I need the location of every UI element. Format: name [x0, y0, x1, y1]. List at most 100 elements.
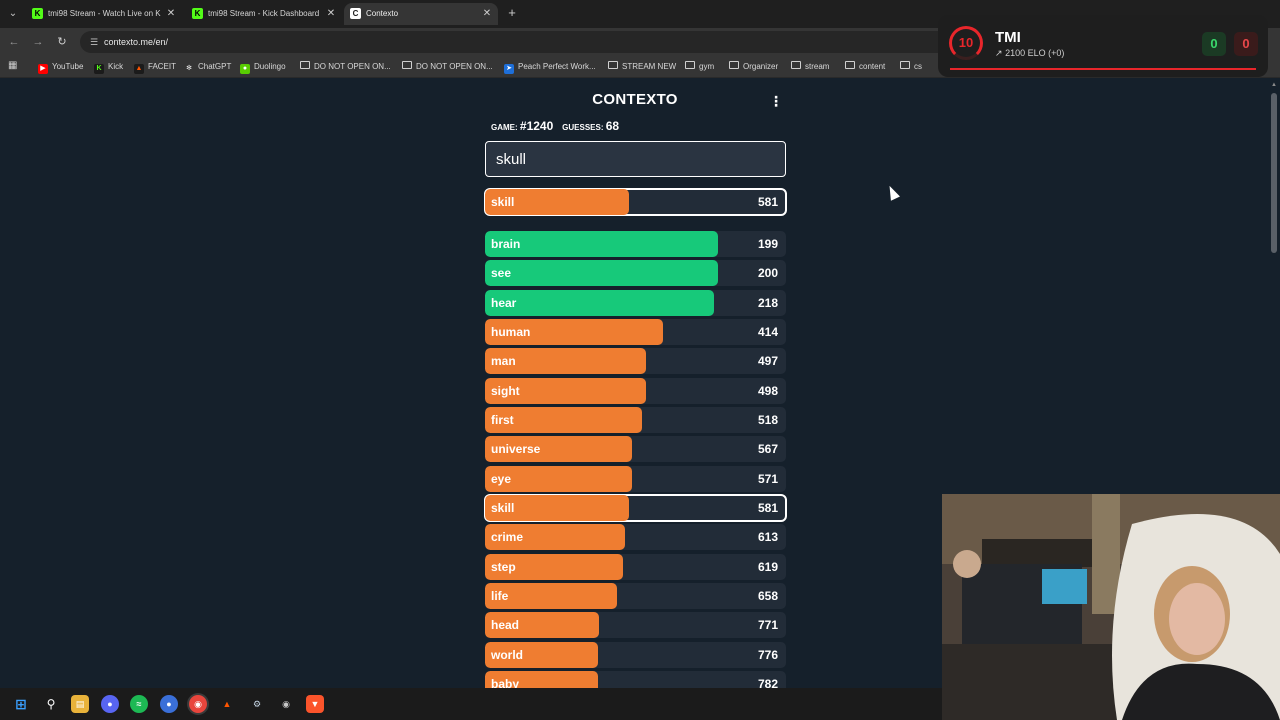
guess-word: baby — [491, 677, 520, 691]
guess-fill-bar — [485, 319, 663, 345]
scroll-up-arrow-icon[interactable]: ▲ — [1271, 82, 1277, 88]
faceit-wins: 0 — [1202, 32, 1226, 56]
bookmark-label: content — [859, 62, 886, 71]
close-icon[interactable]: ✕ — [326, 8, 336, 19]
brave-icon[interactable]: ▼ — [306, 695, 324, 713]
guess-fill-bar — [485, 465, 632, 492]
folder-icon — [685, 61, 695, 69]
bookmark-folder-do-not-open-1[interactable]: DO NOT OPEN ON... — [300, 56, 391, 78]
discord-icon[interactable]: ● — [101, 695, 119, 713]
guess-distance: 658 — [757, 589, 778, 603]
guess-row: life 658 — [485, 583, 786, 609]
peach-icon: ➤ — [504, 64, 514, 74]
guess-row: brain 199 — [485, 231, 786, 257]
folder-icon — [791, 61, 801, 69]
guess-row: head 771 — [485, 612, 786, 639]
tab-kick-dashboard[interactable]: K tmi98 Stream - Kick Dashboard ✕ — [186, 3, 342, 25]
guess-word: step — [491, 559, 516, 574]
back-arrow-icon[interactable]: ← — [8, 36, 20, 48]
tab-search-chevron-icon[interactable]: ⌄ — [8, 8, 18, 19]
tab-contexto[interactable]: C Contexto ✕ — [344, 3, 498, 25]
webcam-scene-image — [942, 494, 1280, 720]
bookmark-label: stream — [805, 62, 830, 71]
bookmark-label: Peach Perfect Work... — [518, 62, 596, 71]
faceit-icon[interactable]: ▲ — [222, 699, 232, 709]
bookmark-folder-stream-new[interactable]: STREAM NEW — [608, 56, 676, 78]
bookmark-faceit[interactable]: ▲ FACEIT — [134, 56, 176, 78]
folder-icon — [608, 61, 618, 69]
duolingo-icon: ● — [240, 64, 250, 74]
guess-row: sight 498 — [485, 377, 786, 404]
bookmark-folder-gym[interactable]: gym — [685, 56, 714, 78]
bookmark-folder-organizer[interactable]: Organizer — [729, 56, 778, 78]
trend-up-icon: ↗ — [995, 48, 1003, 58]
guess-input[interactable] — [485, 141, 786, 177]
tab-title: tmi98 Stream - Kick Dashboard — [208, 9, 320, 18]
forward-arrow-icon[interactable]: → — [32, 36, 44, 48]
bookmark-folder-content[interactable]: content — [845, 56, 885, 78]
bookmark-label: ChatGPT — [198, 62, 232, 71]
app-icon[interactable]: ● — [160, 695, 178, 713]
chrome-icon[interactable]: ◉ — [189, 695, 207, 713]
address-bar[interactable]: ☰ contexto.me/en/ — [80, 31, 950, 53]
guess-fill-bar — [485, 231, 718, 257]
guess-distance: 571 — [757, 471, 778, 486]
file-explorer-icon[interactable]: ▤ — [71, 695, 89, 713]
url-text[interactable]: contexto.me/en/ — [104, 37, 169, 47]
tab-kick-stream[interactable]: K tmi98 Stream - Watch Live on K ✕ — [26, 3, 182, 25]
bookmark-folder-cs[interactable]: cs — [900, 56, 922, 78]
search-icon[interactable]: ⚲ — [46, 697, 56, 711]
windows-start-icon[interactable]: ⊞ — [15, 696, 27, 712]
guess-word: brain — [491, 237, 521, 251]
guess-distance: 567 — [757, 442, 778, 457]
faceit-stats-widget: 10 TMI ↗ 2100 ELO (+0) 0 0 — [938, 15, 1268, 77]
guess-word: hear — [491, 295, 517, 310]
bookmark-label: FACEIT — [148, 62, 177, 71]
bookmark-label: Kick — [108, 62, 124, 71]
page-title: CONTEXTO — [592, 91, 678, 108]
bookmark-youtube[interactable]: ▶ YouTube — [38, 56, 83, 78]
guess-row: step 619 — [485, 553, 786, 580]
contexto-icon: C — [350, 8, 361, 19]
close-icon[interactable]: ✕ — [482, 8, 492, 19]
game-label: GAME: — [491, 123, 518, 132]
guess-fill-bar — [485, 289, 714, 316]
obs-icon[interactable]: ◉ — [282, 699, 290, 709]
reload-icon[interactable]: ↻ — [57, 36, 67, 48]
game-info: GAME: #1240 GUESSES: 68 — [491, 119, 619, 133]
webcam-overlay — [942, 494, 1280, 720]
guess-fill-bar — [485, 377, 646, 404]
kick-icon: K — [32, 8, 43, 19]
guess-word: head — [491, 618, 520, 633]
bookmark-peach-perfect[interactable]: ➤ Peach Perfect Work... — [504, 56, 596, 78]
game-number: #1240 — [519, 119, 554, 133]
guess-word: first — [491, 413, 514, 427]
folder-icon — [402, 61, 412, 69]
guess-row: eye 571 — [485, 465, 786, 492]
bookmark-label: cs — [914, 62, 922, 71]
more-options-icon[interactable]: ⋮ — [769, 93, 783, 109]
guesses-count: 68 — [605, 119, 620, 133]
bookmark-kick[interactable]: K Kick — [94, 56, 123, 78]
youtube-icon: ▶ — [38, 64, 48, 74]
scroll-thumb[interactable] — [1271, 93, 1277, 253]
faceit-elo: ↗ 2100 ELO (+0) — [995, 48, 1064, 59]
steam-icon[interactable]: ⚙ — [252, 699, 262, 709]
guess-distance: 497 — [757, 354, 778, 369]
bookmark-duolingo[interactable]: ● Duolingo — [240, 56, 286, 78]
guess-word: eye — [491, 471, 512, 486]
bookmark-folder-stream[interactable]: stream — [791, 56, 829, 78]
bookmark-folder-do-not-open-2[interactable]: DO NOT OPEN ON... — [402, 56, 493, 78]
close-icon[interactable]: ✕ — [166, 8, 176, 19]
new-tab-button[interactable]: + — [508, 5, 516, 20]
apps-grid-icon[interactable]: ▦ — [8, 60, 18, 71]
kick-icon: K — [192, 8, 203, 19]
spotify-icon[interactable]: ≈ — [130, 695, 148, 713]
guess-fill-bar — [485, 612, 599, 639]
faceit-level: 10 — [958, 35, 974, 50]
site-info-icon[interactable]: ☰ — [89, 37, 99, 47]
guess-row: hear 218 — [485, 289, 786, 316]
bookmark-chatgpt[interactable]: ✻ ChatGPT — [184, 56, 231, 78]
contexto-page: CONTEXTO ⋮ GAME: #1240 GUESSES: 68 skill… — [0, 79, 1280, 697]
windows-taskbar: ⊞ ⚲ ▤ ● ≈ ● ◉ ▲ ⚙ ◉ ▼ — [0, 688, 942, 720]
